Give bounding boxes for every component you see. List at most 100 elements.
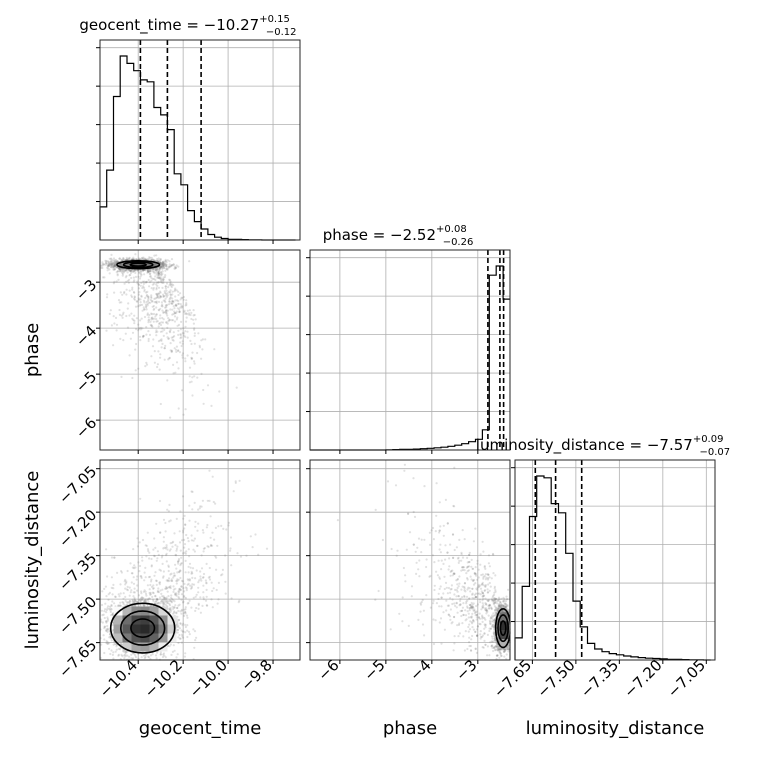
scatter-point [156,293,159,297]
scatter-point [118,313,121,316]
scatter-point [147,316,150,319]
scatter-point [159,257,162,261]
scatter-point [164,656,167,659]
scatter-point [156,263,159,266]
scatter-point [187,565,190,568]
scatter-point [125,263,128,266]
scatter-point [162,576,165,579]
scatter-point [166,322,169,325]
scatter-point [157,259,160,262]
scatter-point [175,350,178,353]
scatter-point [184,652,187,655]
scatter-point [169,342,172,345]
scatter-point [102,263,105,266]
scatter-point [144,598,147,601]
scatter-point [140,273,143,276]
scatter-point [180,598,183,601]
scatter-point [129,562,132,565]
scatter-point [171,283,174,286]
scatter-point [432,618,435,621]
scatter-point [163,275,167,279]
scatter-point [158,368,161,371]
scatter-point [202,550,205,553]
scatter-point [113,263,116,266]
scatter-point [171,290,174,293]
scatter-point [117,266,120,270]
scatter-point [153,264,156,267]
scatter-point [160,266,163,269]
scatter-point [107,598,110,601]
scatter-point [121,313,125,316]
scatter-point [173,572,176,575]
scatter-point [129,273,132,276]
scatter-point [147,278,150,282]
scatter-point [157,269,160,273]
scatter-point [165,587,168,590]
scatter-point [166,336,169,339]
scatter-point [182,413,185,416]
scatter-point [202,576,205,579]
scatter-point [443,575,446,578]
scatter-point [146,584,149,587]
scatter-point [134,369,137,372]
scatter-point [166,590,169,593]
scatter-point [193,537,196,540]
scatter-point [132,548,135,551]
scatter-point [119,264,122,267]
scatter-point [127,257,130,260]
scatter-point [191,490,194,493]
scatter-point [101,264,104,267]
scatter-point [162,311,165,314]
scatter-point [101,263,104,266]
scatter-point [138,291,141,294]
scatter-point [167,565,170,569]
scatter-point [119,263,122,266]
scatter-point [183,334,186,337]
scatter-point [186,537,189,540]
scatter-point [150,355,153,358]
scatter-point [111,600,114,603]
scatter-point [162,540,165,543]
scatter-point [157,601,160,605]
scatter-point [102,634,105,637]
scatter-point [163,262,166,265]
scatter-point [148,256,151,259]
scatter-point [238,599,241,602]
scatter-point [171,302,174,305]
scatter-point [163,358,166,361]
scatter-point [205,582,208,585]
scatter-point [122,271,126,274]
scatter-point [199,570,202,573]
scatter-point [127,268,130,271]
scatter-point [110,264,113,267]
scatter-point [116,270,119,273]
scatter-point [125,274,128,278]
scatter-point [166,292,169,295]
scatter-point [161,263,164,266]
scatter-point [136,584,139,587]
scatter-point [200,372,203,375]
scatter-point [118,595,121,598]
scatter-point [163,347,166,350]
scatter-point [186,583,189,586]
scatter-point [133,298,136,301]
scatter-point [145,281,148,284]
scatter-point [189,313,192,317]
scatter-point [150,294,153,297]
scatter-point [208,578,212,581]
scatter-point [185,614,189,617]
scatter-point [160,346,163,349]
scatter-point [220,574,223,577]
scatter-point [184,320,188,323]
scatter-point [449,574,452,577]
scatter-point [139,303,142,306]
scatter-point [124,258,127,262]
scatter-point [113,322,116,325]
scatter-point [188,562,192,565]
scatter-point [182,531,185,534]
scatter-point [120,375,123,378]
scatter-point [107,260,110,263]
scatter-point [177,265,180,268]
scatter-point [153,282,156,285]
scatter-point [159,261,162,264]
